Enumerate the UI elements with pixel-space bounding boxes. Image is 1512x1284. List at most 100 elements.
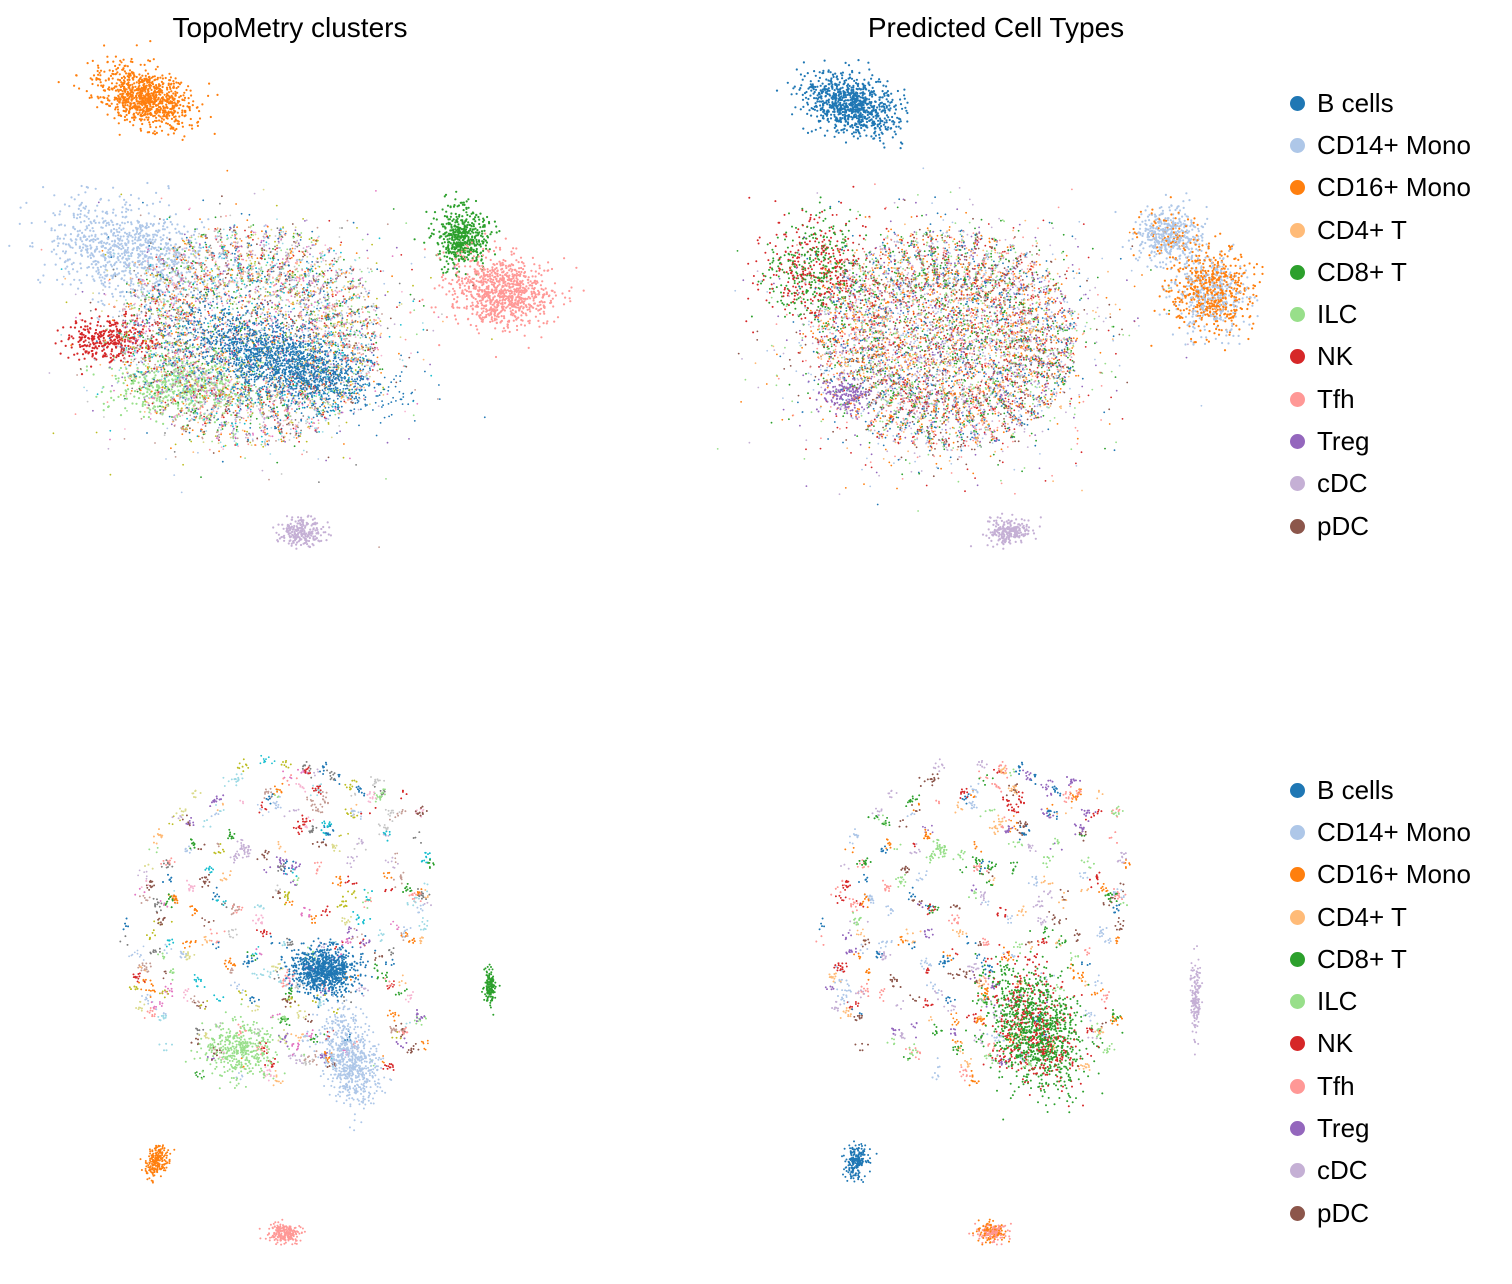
- legend-item: Tfh: [1282, 1065, 1512, 1107]
- legend-label: Tfh: [1317, 384, 1355, 415]
- point-cloud: [969, 512, 1042, 550]
- point-cloud: [1114, 192, 1231, 285]
- legend-swatch: [1290, 349, 1305, 365]
- legend-swatch: [1290, 1036, 1305, 1052]
- panel-celltypes-bottom: [706, 640, 1406, 1260]
- point-cloud: [306, 989, 393, 1132]
- point-cloud: [409, 232, 585, 359]
- legend-item: Treg: [1282, 1107, 1512, 1149]
- legend-item: ILC: [1282, 293, 1512, 335]
- legend-swatch: [1290, 909, 1305, 925]
- legend-swatch: [1290, 867, 1305, 883]
- legend-label: CD14+ Mono: [1317, 130, 1471, 161]
- legend-swatch: [1290, 824, 1305, 840]
- legend-swatch: [1290, 391, 1305, 407]
- point-cloud: [184, 1003, 306, 1090]
- legend-swatch: [1290, 180, 1305, 196]
- legend-swatch: [1290, 264, 1305, 280]
- legend-swatch: [1290, 95, 1305, 111]
- legend-label: NK: [1317, 1028, 1353, 1059]
- legend-item: CD4+ T: [1282, 209, 1512, 251]
- legend-swatch: [1290, 1163, 1305, 1179]
- legend-label: pDC: [1317, 511, 1369, 542]
- point-cloud: [413, 190, 501, 280]
- legend-item: CD16+ Mono: [1282, 167, 1512, 209]
- legend-item: NK: [1282, 336, 1512, 378]
- legend-item: CD4+ T: [1282, 896, 1512, 938]
- point-cloud: [272, 514, 332, 550]
- legend-label: CD8+ T: [1317, 944, 1407, 975]
- point-cloud: [280, 935, 394, 1009]
- point-cloud: [968, 1218, 1012, 1246]
- legend-swatch: [1290, 137, 1305, 153]
- legend-label: Treg: [1317, 1113, 1370, 1144]
- legend-swatch: [1290, 782, 1305, 798]
- legend-item: B cells: [1282, 82, 1512, 124]
- point-field: [815, 758, 1131, 1087]
- panel-predicted-cell-types: Predicted Cell Types: [706, 0, 1406, 620]
- point-cloud: [1189, 945, 1204, 1056]
- legend-label: NK: [1317, 341, 1353, 372]
- legend-label: CD4+ T: [1317, 215, 1407, 246]
- legend-swatch: [1290, 518, 1305, 534]
- panel-clusters-bottom: [0, 640, 700, 1260]
- scatter-plot-clusters-bottom: [119, 754, 501, 1246]
- legend-item: Treg: [1282, 420, 1512, 462]
- legend-item: pDC: [1282, 505, 1512, 547]
- legend-swatch: [1290, 434, 1305, 450]
- legend-label: Tfh: [1317, 1071, 1355, 1102]
- legend-swatch: [1290, 1121, 1305, 1137]
- legend-label: CD8+ T: [1317, 257, 1407, 288]
- panel-topometry-clusters: TopoMetry clusters: [0, 0, 700, 620]
- legend-swatch: [1290, 1078, 1305, 1094]
- legend-label: CD14+ Mono: [1317, 817, 1471, 848]
- legend-label: cDC: [1317, 468, 1368, 499]
- legend-item: CD8+ T: [1282, 251, 1512, 293]
- legend-label: ILC: [1317, 986, 1357, 1017]
- legend-label: CD4+ T: [1317, 902, 1407, 933]
- point-cloud: [807, 372, 873, 415]
- point-field: [119, 754, 435, 1087]
- legend-item: CD8+ T: [1282, 938, 1512, 980]
- panel-title: Predicted Cell Types: [706, 12, 1286, 44]
- point-cloud: [139, 1144, 176, 1184]
- panel-title: TopoMetry clusters: [0, 12, 580, 44]
- legend-label: cDC: [1317, 1155, 1368, 1186]
- legend-item: CD16+ Mono: [1282, 854, 1512, 896]
- legend-item: Tfh: [1282, 378, 1512, 420]
- legend-item: B cells: [1282, 769, 1512, 811]
- point-cloud: [716, 167, 1203, 512]
- legend-item: NK: [1282, 1023, 1512, 1065]
- scatter-plot-clusters-top: [8, 40, 585, 550]
- point-cloud: [965, 930, 1124, 1121]
- legend-item: cDC: [1282, 1150, 1512, 1192]
- legend-bottom: B cells CD14+ Mono CD16+ Mono CD4+ T CD8+ T I…: [1282, 769, 1512, 1234]
- legend-label: pDC: [1317, 1198, 1369, 1229]
- point-rays: [117, 224, 382, 447]
- legend-swatch: [1290, 307, 1305, 323]
- legend-label: Treg: [1317, 426, 1370, 457]
- legend-label: B cells: [1317, 88, 1394, 119]
- point-cloud: [40, 169, 493, 548]
- legend-swatch: [1290, 476, 1305, 492]
- scatter-plot-celltypes-bottom: [815, 758, 1204, 1246]
- legend-item: CD14+ Mono: [1282, 811, 1512, 853]
- legend-swatch: [1290, 222, 1305, 238]
- point-cloud: [775, 59, 909, 150]
- legend-swatch: [1290, 951, 1305, 967]
- scatter-plot-celltypes-top: [716, 59, 1264, 550]
- legend-item: CD14+ Mono: [1282, 124, 1512, 166]
- point-cloud: [57, 40, 219, 141]
- legend-swatch: [1290, 994, 1305, 1010]
- legend-swatch: [1290, 1205, 1305, 1221]
- legend-label: CD16+ Mono: [1317, 172, 1471, 203]
- point-cloud: [1150, 232, 1264, 352]
- legend-item: pDC: [1282, 1192, 1512, 1234]
- legend-label: B cells: [1317, 775, 1394, 806]
- legend-label: ILC: [1317, 299, 1357, 330]
- point-cloud: [481, 963, 501, 1016]
- legend-item: cDC: [1282, 463, 1512, 505]
- legend-label: CD16+ Mono: [1317, 859, 1471, 890]
- legend-item: ILC: [1282, 980, 1512, 1022]
- legend-top: B cells CD14+ Mono CD16+ Mono CD4+ T CD8+ T I…: [1282, 82, 1512, 547]
